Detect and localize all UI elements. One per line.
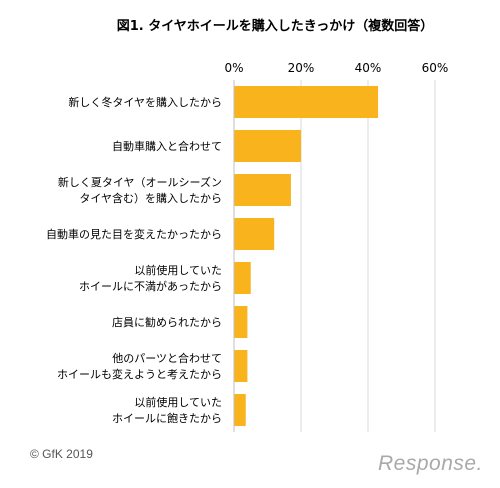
category-label: 他のパーツと合わせてホイールも変えようと考えたから [57, 351, 222, 381]
category-label-line: 自動車の見た目を変えたかったから [46, 227, 222, 241]
x-tick-label: 0% [224, 61, 243, 75]
x-tick-label: 60% [422, 61, 449, 75]
category-label: 店員に勧められたから [112, 315, 222, 329]
category-label-line: タイヤ含む）を購入したから [79, 191, 222, 205]
category-label: 新しく夏タイヤ（オールシーズンタイヤ含む）を購入したから [58, 175, 222, 205]
category-label: 以前使用していたホイールに飽きたから [112, 395, 222, 425]
category-label-line: 新しく夏タイヤ（オールシーズン [58, 175, 222, 189]
bar [234, 262, 251, 294]
category-label: 以前使用していたホイールに不満があったから [79, 263, 222, 293]
category-label: 新しく冬タイヤを購入したから [68, 95, 222, 109]
x-tick-label: 40% [355, 61, 382, 75]
bar [234, 86, 379, 118]
bar [234, 306, 248, 338]
bar [234, 350, 248, 382]
bar [234, 130, 301, 162]
category-label-line: 新しく冬タイヤを購入したから [68, 95, 222, 109]
category-label: 自動車の見た目を変えたかったから [46, 227, 222, 241]
category-label-line: ホイールに飽きたから [112, 411, 222, 425]
bars [234, 86, 379, 426]
response-logo: Response. [378, 452, 483, 475]
bar [234, 394, 246, 426]
category-label-line: 他のパーツと合わせて [112, 351, 222, 365]
grid-lines [300, 80, 436, 432]
category-label-line: ホイールも変えようと考えたから [57, 367, 222, 381]
category-label-line: 自動車購入と合わせて [112, 139, 222, 153]
bar [234, 218, 275, 250]
category-label: 自動車購入と合わせて [112, 139, 222, 153]
category-label-line: 以前使用していた [134, 263, 222, 277]
category-label-line: ホイールに不満があったから [79, 279, 222, 293]
chart-title: 図1. タイヤホイールを購入したきっかけ（複数回答） [117, 18, 434, 34]
bar [234, 174, 291, 206]
x-axis-ticks: 0% 20% 40% 60% [224, 61, 448, 75]
category-labels: 新しく冬タイヤを購入したから自動車購入と合わせて新しく夏タイヤ（オールシーズンタ… [46, 95, 222, 425]
category-label-line: 店員に勧められたから [112, 315, 222, 329]
copyright-footer: © GfK 2019 [30, 447, 93, 461]
x-tick-label: 20% [288, 61, 315, 75]
category-label-line: 以前使用していた [134, 395, 222, 409]
